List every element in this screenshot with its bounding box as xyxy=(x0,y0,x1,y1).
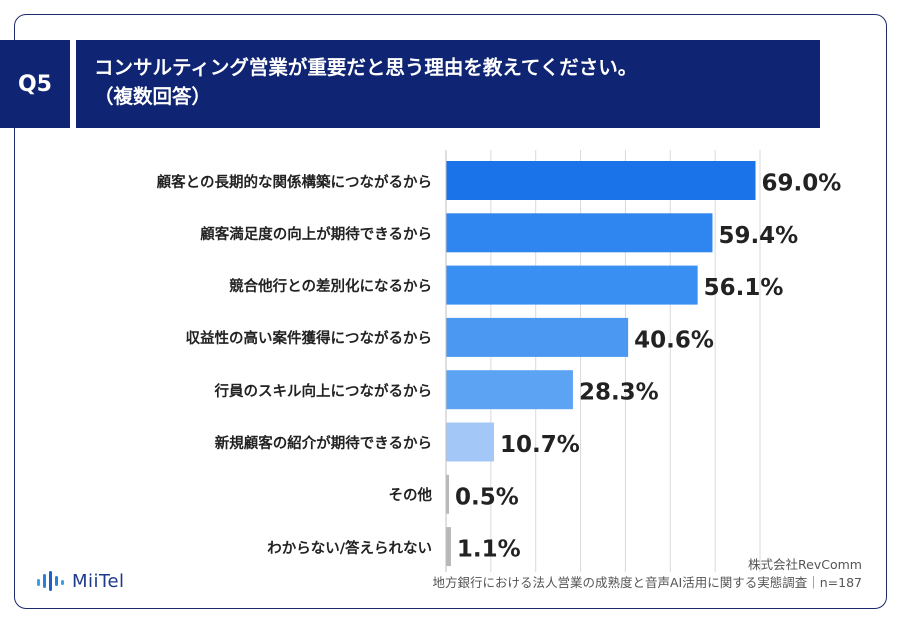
question-title: コンサルティング営業が重要だと思う理由を教えてください。 xyxy=(94,56,638,79)
question-number-badge: Q5 xyxy=(0,40,70,128)
bar xyxy=(446,265,698,305)
data-label: 40.6% xyxy=(634,327,714,353)
category-label: 行員のスキル向上につながるから xyxy=(214,383,433,400)
category-label: その他 xyxy=(388,488,433,505)
question-number: Q5 xyxy=(17,71,52,97)
logo-text: MiiTel xyxy=(72,570,125,592)
bar xyxy=(446,317,629,357)
category-label: 収益性の高い案件獲得につながるから xyxy=(185,331,433,348)
data-label: 28.3% xyxy=(579,380,659,406)
footer: 株式会社RevComm 地方銀行における法人営業の成熟度と音声AI活用に関する実… xyxy=(433,556,863,592)
data-label: 69.0% xyxy=(762,171,842,197)
bar xyxy=(446,474,449,514)
sound-wave-icon xyxy=(37,571,64,591)
bar xyxy=(446,161,756,200)
data-label: 0.5% xyxy=(455,484,519,510)
data-label: 59.4% xyxy=(718,223,798,249)
bar xyxy=(446,527,451,567)
category-label: わからない/答えられない xyxy=(267,540,432,557)
question-subtitle: （複数回答） xyxy=(94,85,212,108)
category-label: 競合他行との差別化になるから xyxy=(229,279,432,296)
data-label: 10.7% xyxy=(500,432,580,458)
company-name: 株式会社RevComm xyxy=(748,557,862,572)
data-label: 56.1% xyxy=(704,275,784,301)
category-label: 顧客との長期的な関係構築につながるから xyxy=(156,174,432,191)
category-label: 顧客満足度の向上が期待できるから xyxy=(200,226,432,243)
survey-note: 地方銀行における法人営業の成熟度と音声AI活用に関する実態調査｜n=187 xyxy=(432,575,863,590)
bar xyxy=(446,422,494,462)
category-label: 新規顧客の紹介が期待できるから xyxy=(214,436,432,452)
miitel-logo: MiiTel xyxy=(36,570,125,592)
data-label: 1.1% xyxy=(457,537,521,563)
bar xyxy=(446,370,573,410)
bar xyxy=(446,213,713,253)
question-header: コンサルティング営業が重要だと思う理由を教えてください。 （複数回答） xyxy=(76,40,820,128)
